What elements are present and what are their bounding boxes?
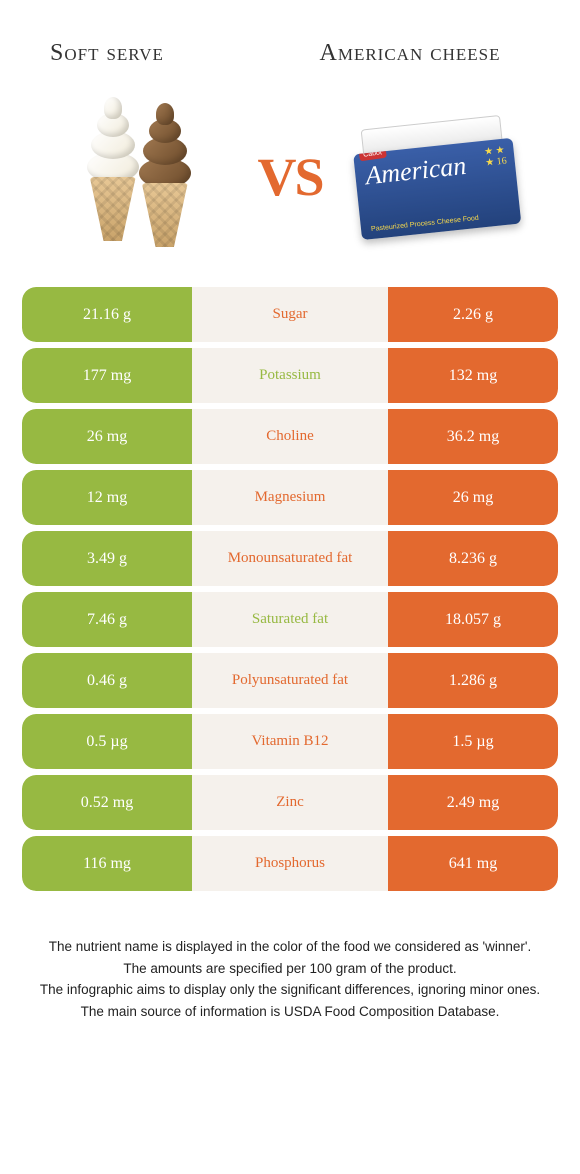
nutrient-label: Zinc xyxy=(192,775,388,830)
nutrient-row: 3.49 gMonounsaturated fat8.236 g xyxy=(22,531,558,586)
nutrient-label: Magnesium xyxy=(192,470,388,525)
left-value: 7.46 g xyxy=(22,592,192,647)
right-value: 2.49 mg xyxy=(388,775,558,830)
nutrient-row: 0.5 µgVitamin B121.5 µg xyxy=(22,714,558,769)
left-value: 177 mg xyxy=(22,348,192,403)
nutrient-label: Polyunsaturated fat xyxy=(192,653,388,708)
footer-line: The main source of information is USDA F… xyxy=(34,1002,546,1022)
right-value: 8.236 g xyxy=(388,531,558,586)
right-value: 132 mg xyxy=(388,348,558,403)
nutrient-row: 21.16 gSugar2.26 g xyxy=(22,287,558,342)
left-value: 12 mg xyxy=(22,470,192,525)
right-value: 1.286 g xyxy=(388,653,558,708)
nutrient-label: Saturated fat xyxy=(192,592,388,647)
nutrient-row: 7.46 gSaturated fat18.057 g xyxy=(22,592,558,647)
cheese-stars-icon: ★ ★★ 16 xyxy=(484,145,508,169)
left-value: 21.16 g xyxy=(22,287,192,342)
right-value: 2.26 g xyxy=(388,287,558,342)
soft-serve-image xyxy=(40,97,247,257)
nutrient-row: 26 mgCholine36.2 mg xyxy=(22,409,558,464)
nutrient-row: 0.52 mgZinc2.49 mg xyxy=(22,775,558,830)
left-value: 26 mg xyxy=(22,409,192,464)
right-value: 641 mg xyxy=(388,836,558,891)
cheese-subtext: Pasteurized Process Cheese Food xyxy=(371,215,479,233)
vs-badge: VS xyxy=(247,146,332,208)
footer-line: The nutrient name is displayed in the co… xyxy=(34,937,546,957)
nutrient-row: 116 mgPhosphorus641 mg xyxy=(22,836,558,891)
title-left: Soft serve xyxy=(40,40,290,67)
nutrient-row: 177 mgPotassium132 mg xyxy=(22,348,558,403)
vanilla-cone-icon xyxy=(83,97,143,247)
footer-line: The infographic aims to display only the… xyxy=(34,980,546,1000)
nutrient-row: 12 mgMagnesium26 mg xyxy=(22,470,558,525)
footer-notes: The nutrient name is displayed in the co… xyxy=(0,897,580,1021)
footer-line: The amounts are specified per 100 gram o… xyxy=(34,959,546,979)
left-value: 116 mg xyxy=(22,836,192,891)
right-value: 18.057 g xyxy=(388,592,558,647)
nutrient-table: 21.16 gSugar2.26 g 177 mgPotassium132 mg 2… xyxy=(0,287,580,891)
left-value: 0.46 g xyxy=(22,653,192,708)
nutrient-label: Phosphorus xyxy=(192,836,388,891)
nutrient-label: Vitamin B12 xyxy=(192,714,388,769)
title-right: American cheese xyxy=(290,40,540,67)
left-value: 3.49 g xyxy=(22,531,192,586)
right-value: 36.2 mg xyxy=(388,409,558,464)
nutrient-row: 0.46 gPolyunsaturated fat1.286 g xyxy=(22,653,558,708)
american-cheese-image: Cabot American ★ ★★ 16 Pasteurized Proce… xyxy=(333,122,540,232)
left-value: 0.52 mg xyxy=(22,775,192,830)
images-row: VS Cabot American ★ ★★ 16 Pasteurized Pr… xyxy=(0,87,580,287)
header: Soft serve American cheese xyxy=(0,0,580,87)
nutrient-label: Choline xyxy=(192,409,388,464)
right-value: 1.5 µg xyxy=(388,714,558,769)
nutrient-label: Potassium xyxy=(192,348,388,403)
nutrient-label: Monounsaturated fat xyxy=(192,531,388,586)
nutrient-label: Sugar xyxy=(192,287,388,342)
chocolate-cone-icon xyxy=(135,103,195,253)
left-value: 0.5 µg xyxy=(22,714,192,769)
right-value: 26 mg xyxy=(388,470,558,525)
